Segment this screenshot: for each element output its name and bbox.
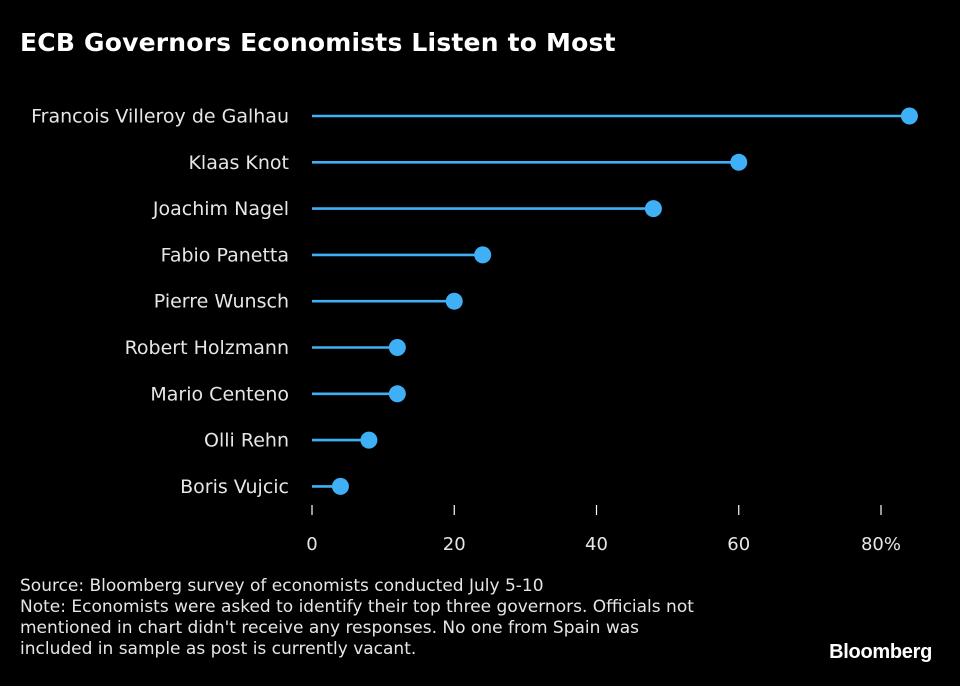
category-label: Robert Holzmann: [125, 337, 289, 359]
lollipop-chart: Francois Villeroy de Galhau Klaas Knot Joa…: [31, 106, 918, 555]
footnote: Source: Bloomberg survey of economists c…: [20, 576, 780, 660]
footnote-note-line: Note: Economists were asked to identify …: [20, 597, 694, 617]
footnote-note-line: included in sample as post is currently …: [20, 639, 417, 659]
lollipop-dot: [900, 107, 918, 125]
x-tick-label: 0: [306, 534, 317, 555]
x-tick-label: 80%: [861, 534, 901, 555]
bloomberg-logo: Bloomberg: [829, 641, 932, 663]
category-label: Francois Villeroy de Galhau: [31, 106, 289, 128]
category-label: Pierre Wunsch: [154, 291, 289, 313]
lollipop-dot: [445, 292, 463, 310]
x-tick-label: 60: [727, 534, 750, 555]
lollipop-dot: [388, 385, 406, 403]
lollipop-dot: [388, 339, 406, 356]
category-label: Fabio Panetta: [161, 244, 289, 266]
x-tick-label: 20: [443, 534, 466, 555]
lollipop-dot: [474, 246, 492, 264]
lollipop-dot: [730, 153, 748, 171]
category-label: Boris Vujcic: [180, 476, 289, 498]
chart-title: ECB Governors Economists Listen to Most: [20, 28, 616, 57]
lollipop-dot: [644, 200, 662, 218]
x-tick-label: 40: [585, 534, 608, 555]
lollipop-dot: [360, 431, 378, 449]
footnote-note-line: mentioned in chart didn't receive any re…: [20, 618, 639, 638]
footnote-source: Source: Bloomberg survey of economists c…: [20, 576, 544, 596]
lollipop-dot: [331, 477, 349, 495]
category-label: Mario Centeno: [150, 383, 289, 405]
category-label: Olli Rehn: [204, 430, 289, 452]
category-label: Klaas Knot: [188, 152, 289, 174]
category-label: Joachim Nagel: [152, 198, 289, 220]
